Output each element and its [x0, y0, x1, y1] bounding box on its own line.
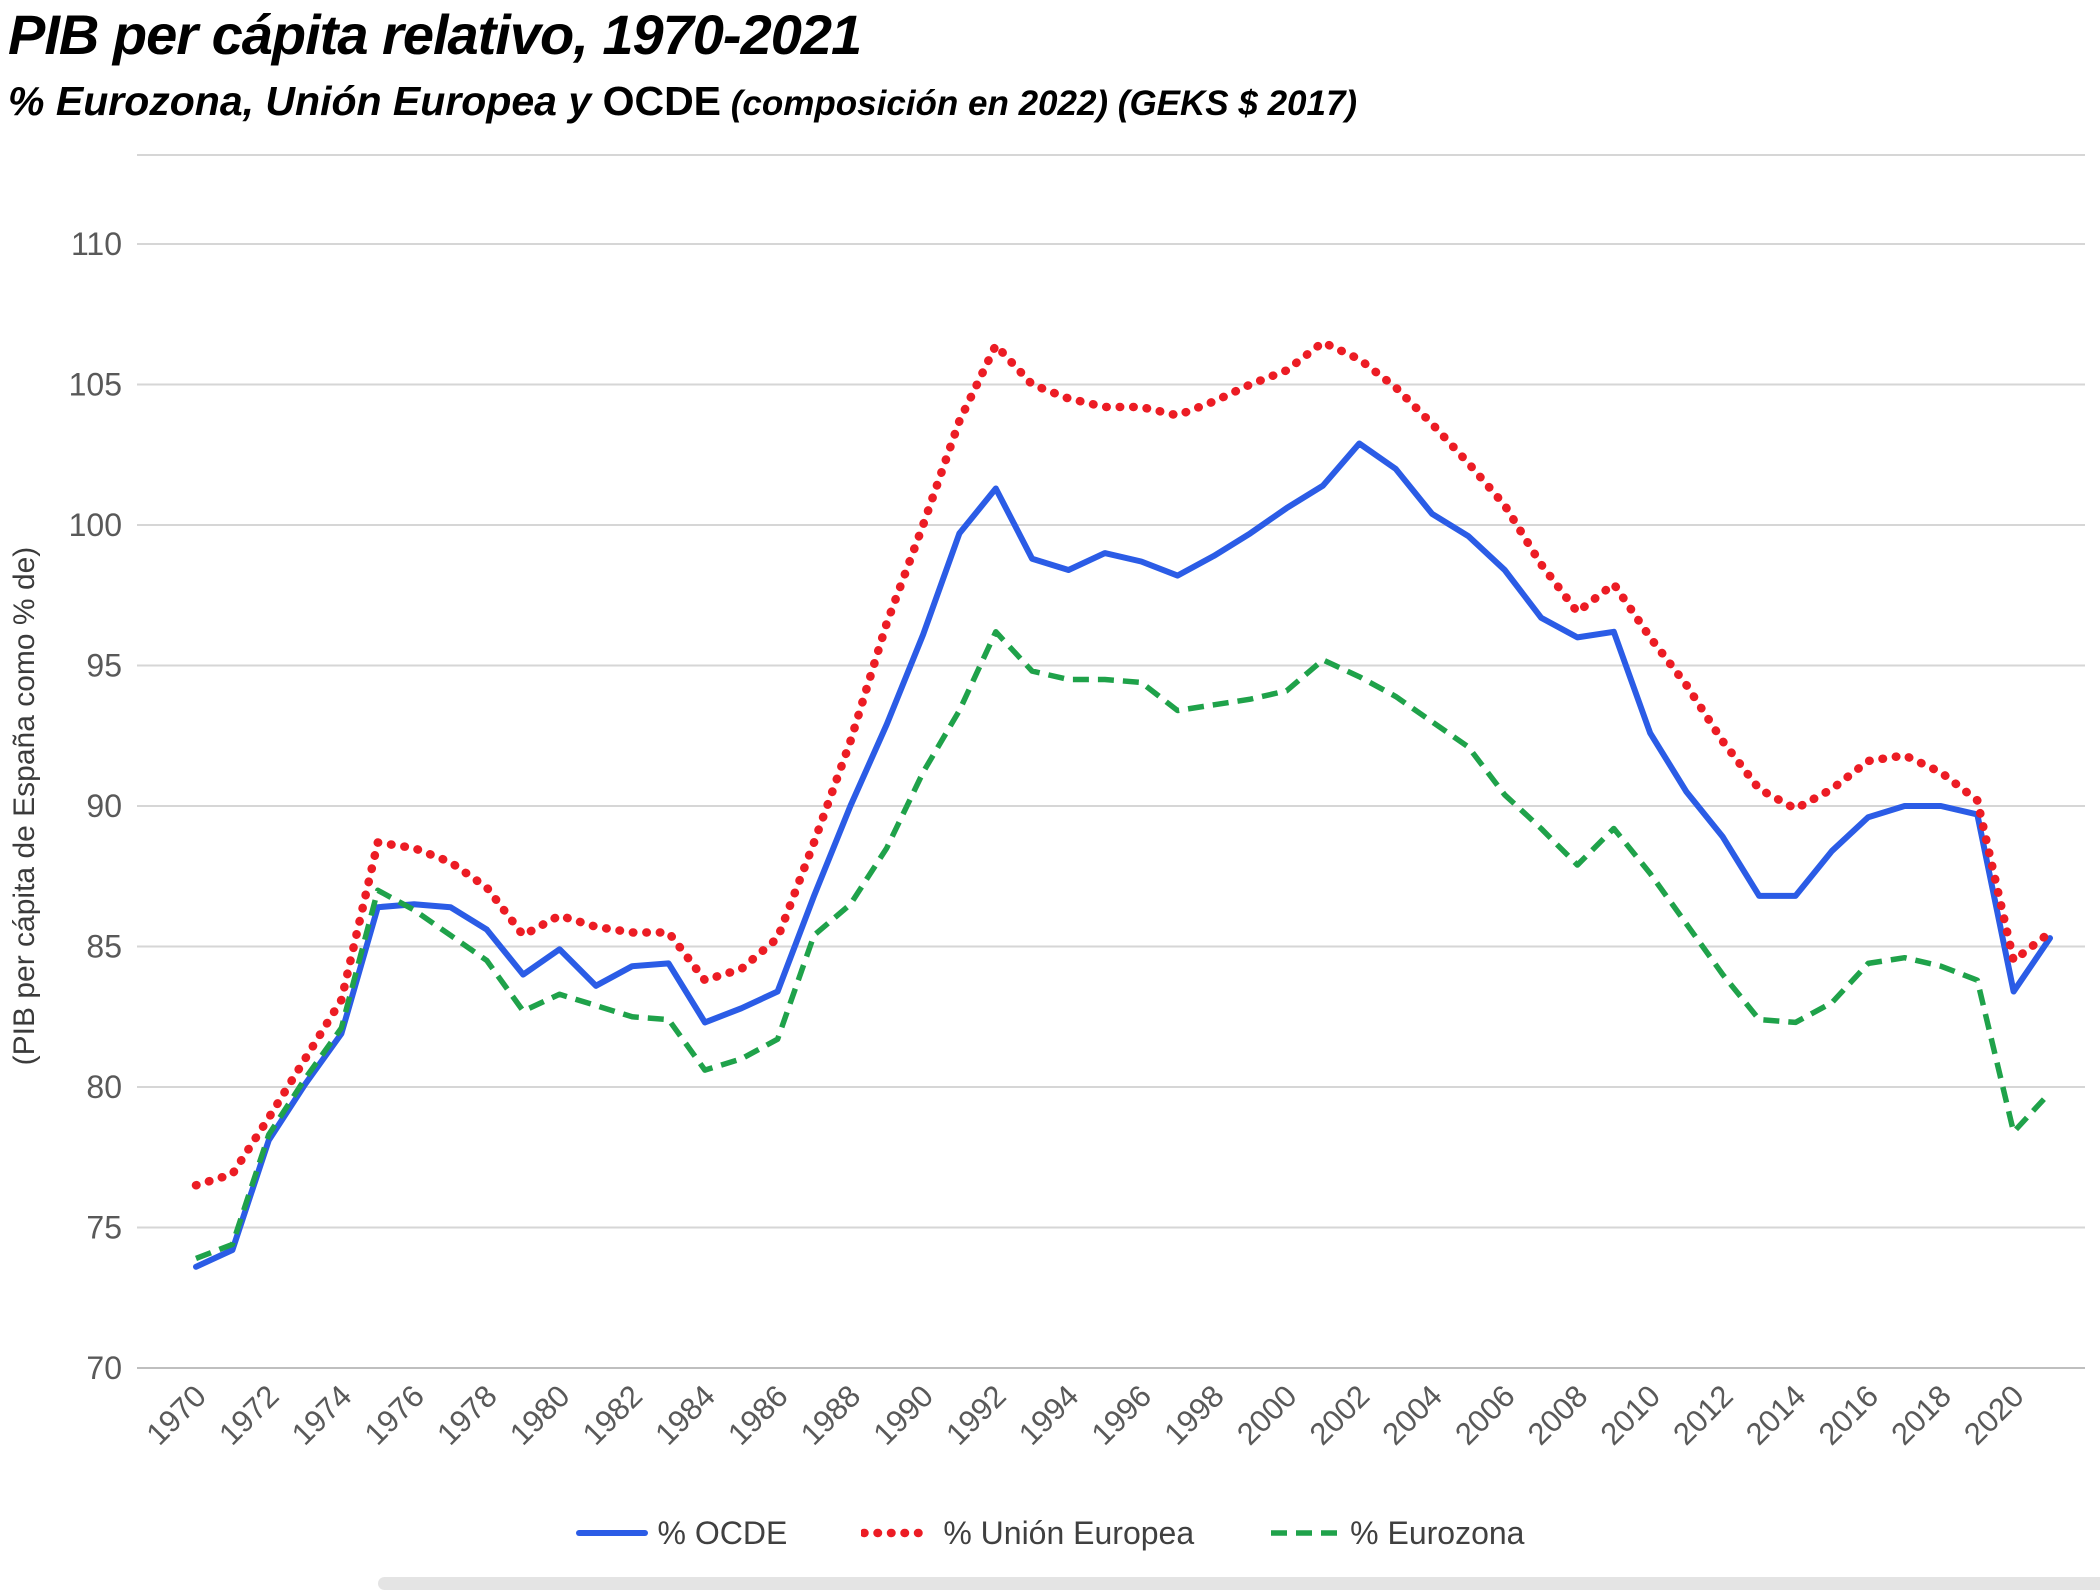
y-tick-label-110: 110	[71, 226, 122, 262]
x-tick-label-1972: 1972	[212, 1378, 286, 1452]
x-tick-label-2008: 2008	[1521, 1378, 1595, 1452]
subtitle-main: % Eurozona, Unión Europea y	[8, 78, 603, 124]
subtitle-note: (composición en 2022) (GEKS $ 2017)	[721, 84, 1358, 123]
x-tick-label-2000: 2000	[1230, 1378, 1304, 1452]
y-tick-label-105: 105	[69, 367, 122, 403]
legend-item--unión-europea[interactable]: % Unión Europea	[861, 1515, 1194, 1552]
y-tick-label-80: 80	[86, 1069, 122, 1105]
x-tick-label-1998: 1998	[1157, 1378, 1231, 1452]
y-tick-label-70: 70	[86, 1350, 122, 1386]
legend-label: % Unión Europea	[943, 1514, 1195, 1551]
x-tick-label-2014: 2014	[1739, 1378, 1813, 1452]
x-tick-label-1970: 1970	[139, 1378, 213, 1452]
y-tick-label-90: 90	[86, 788, 122, 824]
x-tick-label-1996: 1996	[1085, 1378, 1159, 1452]
y-tick-label-75: 75	[86, 1210, 122, 1246]
x-tick-label-1994: 1994	[1012, 1378, 1086, 1452]
legend-item--ocde[interactable]: % OCDE	[575, 1514, 788, 1552]
x-tick-label-2012: 2012	[1666, 1378, 1740, 1452]
x-tick-label-1986: 1986	[721, 1378, 795, 1452]
y-tick-label-100: 100	[69, 507, 122, 543]
x-tick-label-2004: 2004	[1375, 1378, 1449, 1452]
y-tick-label-95: 95	[86, 648, 122, 684]
chart-subtitle: % Eurozona, Unión Europea y OCDE (compos…	[8, 78, 1357, 125]
legend-item--eurozona[interactable]: % Eurozona	[1268, 1515, 1524, 1552]
x-tick-label-1982: 1982	[576, 1378, 650, 1452]
legend-marker	[861, 1528, 934, 1538]
series-line--ocde[interactable]	[193, 440, 2053, 1270]
legend-label: % OCDE	[657, 1514, 788, 1551]
legend-marker	[1271, 1530, 1338, 1536]
legend-marker	[575, 1530, 648, 1536]
x-tick-label-1988: 1988	[794, 1378, 868, 1452]
legend-label: % Eurozona	[1350, 1514, 1525, 1551]
chart-title: PIB per cápita relativo, 1970-2021	[8, 3, 862, 66]
subtitle-ocde: OCDE	[602, 78, 722, 124]
x-tick-label-1984: 1984	[648, 1378, 722, 1452]
x-tick-label-1976: 1976	[358, 1378, 432, 1452]
series-line--unión-europea[interactable]	[191, 338, 2055, 1190]
horizontal-scrollbar[interactable]	[378, 1577, 2100, 1590]
chart-legend: % OCDE % Unión Europea % Eurozona	[0, 1498, 2100, 1568]
x-tick-label-1974: 1974	[285, 1378, 359, 1452]
x-tick-label-1990: 1990	[866, 1378, 940, 1452]
x-tick-label-2010: 2010	[1594, 1378, 1668, 1452]
x-tick-label-2016: 2016	[1812, 1378, 1886, 1452]
x-tick-label-1992: 1992	[939, 1378, 1013, 1452]
series-line--eurozona[interactable]	[195, 629, 2053, 1261]
x-tick-label-2018: 2018	[1884, 1378, 1958, 1452]
x-tick-label-2020: 2020	[1957, 1378, 2031, 1452]
x-tick-label-2006: 2006	[1448, 1378, 1522, 1452]
y-tick-label-85: 85	[86, 929, 122, 965]
x-tick-label-1980: 1980	[503, 1378, 577, 1452]
x-tick-label-2002: 2002	[1303, 1378, 1377, 1452]
y-axis-title: (PIB per cápita de España como % de)	[8, 547, 41, 1066]
x-tick-label-1978: 1978	[430, 1378, 504, 1452]
